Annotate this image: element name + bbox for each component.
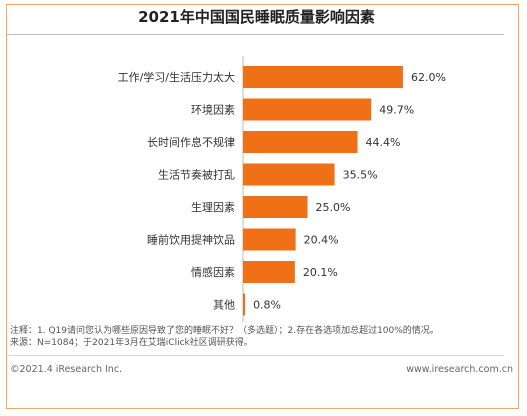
data-label: 49.7% bbox=[379, 104, 414, 117]
data-label: 35.5% bbox=[343, 169, 378, 182]
category-label: 其他 bbox=[213, 299, 235, 312]
category-label: 睡前饮用提神饮品 bbox=[147, 233, 235, 247]
bar bbox=[243, 228, 296, 251]
note-text: 注释：1. Q19请问您认为哪些原因导致了您的睡眠不好？（多选题）；2.存在各选… bbox=[10, 326, 439, 336]
website-text: www.iresearch.com.cn bbox=[406, 364, 513, 375]
bar bbox=[243, 131, 358, 153]
bar bbox=[243, 261, 295, 283]
title-divider bbox=[7, 34, 504, 35]
category-label: 生活节奏被打乱 bbox=[158, 168, 235, 182]
chart-notes: 注释：1. Q19请问您认为哪些原因导致了您的睡眠不好？（多选题）；2.存在各选… bbox=[10, 325, 439, 349]
bar bbox=[243, 98, 372, 121]
footer-divider bbox=[7, 355, 504, 356]
data-label: 20.4% bbox=[304, 234, 339, 247]
chart-title: 2021年中国国民睡眠质量影响因素 bbox=[138, 8, 375, 26]
category-label: 长时间作息不规律 bbox=[147, 135, 235, 149]
source-text: 来源：N=1084；于2021年3月在艾瑞iClick社区调研获得。 bbox=[10, 338, 253, 348]
data-label: 0.8% bbox=[253, 299, 281, 312]
data-label: 25.0% bbox=[316, 201, 351, 214]
data-label: 20.1% bbox=[303, 266, 338, 279]
copyright-text: ©2021.4 iResearch Inc. bbox=[10, 364, 123, 375]
category-label: 工作/学习/生活压力太大 bbox=[118, 70, 235, 84]
bar bbox=[243, 163, 335, 186]
bar bbox=[243, 293, 246, 316]
category-label: 情感因素 bbox=[191, 266, 235, 279]
data-label: 44.4% bbox=[366, 136, 401, 149]
category-label: 环境因素 bbox=[191, 103, 235, 117]
category-label: 生理因素 bbox=[191, 200, 235, 214]
bar bbox=[243, 66, 403, 88]
data-label: 62.0% bbox=[411, 71, 446, 84]
bar bbox=[243, 196, 308, 218]
